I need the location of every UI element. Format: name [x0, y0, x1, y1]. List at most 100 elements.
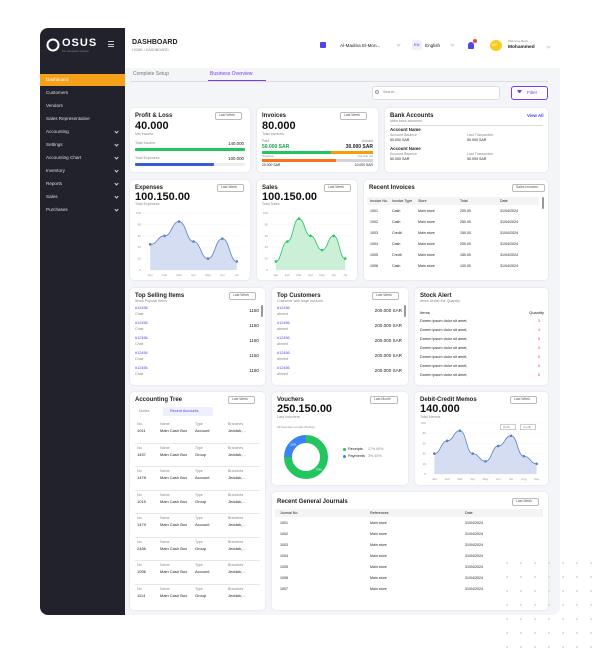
cell: Account — [195, 522, 210, 527]
y-tick-label: 60 — [423, 441, 427, 445]
cell: Main store — [418, 242, 435, 246]
menu-toggle-line[interactable] — [108, 46, 114, 47]
view-all[interactable]: View All — [527, 113, 544, 118]
point — [274, 260, 278, 263]
cell: 200.00 — [460, 242, 471, 246]
column-label: Type — [195, 563, 203, 567]
amount: 40.000 — [135, 120, 169, 132]
cell: 1002 — [280, 532, 288, 536]
column-label: Name — [160, 516, 170, 520]
point — [163, 234, 166, 238]
tab-active[interactable]: Business Overview — [210, 71, 253, 77]
breadcrumb: HOME / DASHBOARD — [132, 48, 169, 52]
menu-item[interactable]: Dashboard — [46, 77, 69, 82]
item-value: 200.000 SAR — [374, 338, 402, 343]
dropdown[interactable]: Last Week — [228, 396, 255, 404]
donut-chart: 25% 75% — [284, 435, 328, 479]
column-label: Name — [160, 492, 170, 497]
x-tick-label: May — [483, 477, 489, 481]
point — [309, 234, 312, 238]
lang-code: EN — [414, 42, 420, 47]
menu-item[interactable]: Accounting Chart — [46, 155, 82, 160]
legend-swatch — [343, 455, 346, 458]
item-value: 200.000 SAR — [374, 323, 402, 328]
card-title: Bank Accounts — [390, 113, 434, 119]
amount: 140.000 — [420, 403, 460, 415]
dropdown[interactable]: Last Month — [370, 396, 398, 404]
cell: 150.00 — [460, 231, 471, 235]
menu-item[interactable]: Customers — [46, 90, 69, 95]
dropdown[interactable]: Sales Invoices — [512, 184, 545, 192]
menu-item[interactable]: Sales Representative — [46, 116, 90, 121]
menu-item[interactable]: Vendors — [46, 103, 63, 108]
item-name: Chair — [135, 312, 144, 316]
point — [235, 260, 239, 263]
menu-item[interactable]: Accounting — [46, 129, 69, 134]
tree-tab-active[interactable]: Recent Accounts — [170, 409, 199, 413]
menu-item[interactable]: Reports — [46, 181, 63, 186]
filter-button[interactable] — [511, 86, 548, 100]
menu-item[interactable]: Sales — [46, 194, 58, 199]
item-code: #12456 — [135, 321, 148, 325]
area — [275, 218, 346, 270]
card-title: Profit & Loss — [135, 113, 173, 119]
dropdown[interactable]: Last Week — [229, 292, 256, 300]
search-box[interactable] — [372, 86, 500, 100]
dropdown[interactable]: Last Week — [372, 292, 399, 300]
column-label: Name — [160, 539, 170, 544]
dropdown[interactable]: Last Week — [324, 184, 351, 192]
cell: 1004 — [280, 554, 288, 558]
tab[interactable]: Complete Setup — [133, 71, 169, 77]
item-name: Chair — [135, 372, 144, 376]
segment-name: Paid — [262, 139, 270, 143]
avatar-initials: MO — [492, 43, 498, 47]
cell: 1114 — [137, 592, 146, 598]
cell: 31/04/2024 — [500, 209, 518, 213]
area — [150, 221, 237, 270]
menu-toggle-line[interactable] — [108, 43, 114, 45]
company-selector[interactable]: Al-Madina El-Mon... — [340, 43, 381, 48]
menu-item[interactable]: Purchases — [46, 207, 68, 212]
x-tick-label: Jul — [343, 273, 347, 277]
user-name[interactable]: Mohammed — [508, 45, 535, 50]
cell: 1004 — [370, 242, 378, 246]
caption: Last Vouchers — [277, 415, 300, 419]
tagline: for computer system — [62, 49, 90, 53]
cell: 1479 — [137, 522, 146, 527]
cell: 31/04/2024 — [465, 543, 483, 547]
subtitle: Customer with large invoices — [277, 299, 323, 303]
column-label: Branches — [228, 492, 244, 497]
dropdown[interactable]: Last Week — [217, 184, 244, 192]
x-tick-label: Jan — [148, 273, 153, 277]
table-header-bg — [367, 197, 539, 205]
menu-item[interactable]: Settings — [46, 142, 63, 147]
legend-box — [520, 424, 536, 430]
dropdown[interactable]: Last Week — [510, 396, 537, 404]
cell: Cash — [392, 209, 401, 213]
cell: Jeddah,... — [228, 592, 246, 598]
card-title: Recent General Journals — [277, 499, 348, 505]
item-value: 1150 — [249, 323, 259, 328]
dropdown[interactable]: Last Week — [340, 112, 367, 120]
item-code: #12456 — [135, 306, 148, 310]
card-title: Top Selling Items — [135, 293, 185, 299]
cell: Account — [195, 428, 210, 433]
menu-toggle-line[interactable] — [108, 41, 114, 42]
column-label: Last Transaction — [467, 152, 494, 156]
menu-item[interactable]: Inventory — [46, 168, 65, 173]
column-label: Branches — [228, 469, 244, 473]
dropdown[interactable]: Last Week — [215, 112, 242, 120]
language-selector[interactable]: English — [425, 43, 441, 48]
dropdown[interactable]: Last Week — [512, 498, 539, 506]
column-label: Name — [160, 563, 170, 567]
card-title: Stock Alert — [420, 293, 452, 299]
tree-tab[interactable]: Nodes — [139, 409, 150, 413]
x-tick-label: Apr — [308, 273, 313, 277]
cell: 31/04/2024 — [500, 231, 518, 235]
logo-ring — [46, 38, 60, 52]
point — [192, 240, 195, 243]
column-label: No. — [137, 586, 143, 591]
cell: Account — [195, 569, 210, 574]
column-label: Name — [160, 469, 170, 473]
y-tick-label: 40 — [423, 452, 427, 456]
